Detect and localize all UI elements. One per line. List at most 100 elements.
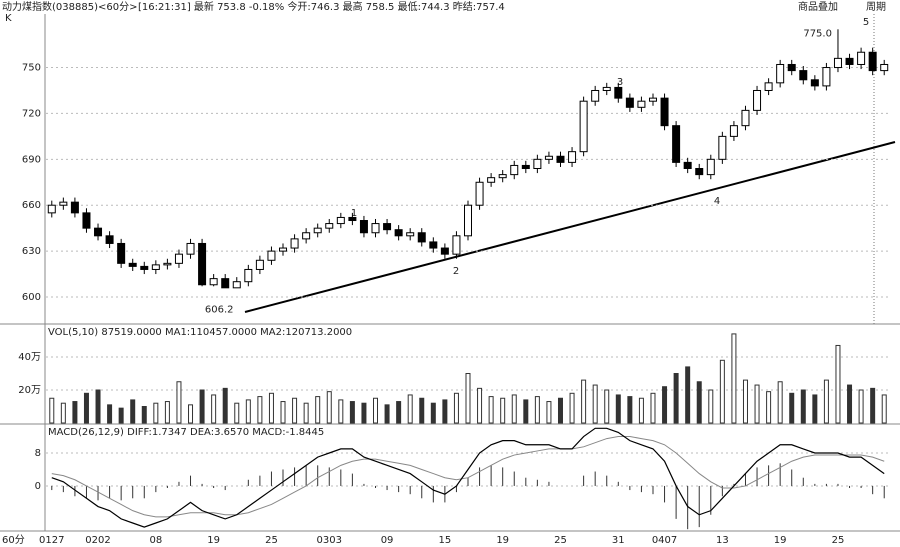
candle-body bbox=[279, 247, 288, 252]
x-tick-label: 0127 bbox=[39, 535, 64, 546]
macd-dea-line bbox=[51, 436, 885, 518]
y-tick-label: 0 bbox=[35, 481, 41, 492]
macd-legend: MACD(26,12,9) DIFF:1.7347 DEA:3.6570 MAC… bbox=[48, 427, 324, 438]
x-tick-label: 0202 bbox=[85, 535, 110, 546]
quote-line: [16:21:31] 最新 753.8 -0.18% 今开:746.3 最高 7… bbox=[138, 0, 505, 13]
volume-bar bbox=[754, 384, 760, 424]
candle-body bbox=[140, 265, 149, 270]
chart-title: 动力煤指数(038885)<60分> bbox=[2, 0, 137, 13]
candle-body bbox=[695, 168, 704, 176]
volume-bar bbox=[812, 394, 818, 424]
candle-body bbox=[718, 135, 727, 160]
volume-bar bbox=[60, 402, 66, 424]
volume-bar bbox=[257, 396, 263, 424]
volume-bar bbox=[419, 397, 425, 424]
candle-body bbox=[648, 97, 657, 102]
wave-label: 1 bbox=[351, 208, 357, 219]
volume-bar bbox=[569, 392, 575, 424]
price-axis-label: K bbox=[5, 13, 12, 24]
volume-bar bbox=[800, 389, 806, 424]
volume-bar bbox=[326, 391, 332, 424]
y-tick-label: 660 bbox=[22, 200, 41, 211]
volume-bar bbox=[72, 401, 78, 424]
candle-body bbox=[857, 51, 866, 65]
wave-label: 2 bbox=[453, 266, 459, 277]
volume-bar bbox=[870, 387, 876, 424]
volume-bar bbox=[696, 381, 702, 424]
volume-bar bbox=[373, 397, 379, 424]
candle-body bbox=[70, 201, 79, 214]
volume-bar bbox=[847, 384, 853, 424]
y-tick-label: 20万 bbox=[18, 385, 41, 396]
candle-body bbox=[614, 86, 623, 99]
candle-body bbox=[452, 235, 461, 255]
volume-bar bbox=[211, 394, 217, 424]
candle-body bbox=[660, 97, 669, 127]
candle-body bbox=[336, 216, 345, 225]
candle-body bbox=[579, 100, 588, 153]
candle-body bbox=[163, 262, 172, 266]
volume-bar bbox=[627, 396, 633, 424]
candle-body bbox=[706, 158, 715, 176]
volume-bar bbox=[673, 373, 679, 424]
x-tick-label: 13 bbox=[716, 535, 729, 546]
volume-bar bbox=[83, 392, 89, 424]
candle-body bbox=[255, 259, 264, 270]
x-tick-label: 19 bbox=[207, 535, 220, 546]
volume-bar bbox=[766, 391, 772, 424]
y-tick-label: 750 bbox=[22, 63, 41, 74]
volume-bar bbox=[488, 396, 494, 424]
volume-bar bbox=[650, 392, 656, 424]
candle-body bbox=[845, 57, 854, 65]
low-annotation: 606.2 bbox=[205, 305, 234, 316]
volume-bar bbox=[153, 402, 159, 424]
volume-bar bbox=[234, 402, 240, 424]
volume-bar bbox=[858, 389, 864, 424]
volume-bar bbox=[442, 399, 448, 424]
candle-body bbox=[498, 174, 507, 179]
candle-body bbox=[868, 51, 877, 72]
volume-bar bbox=[500, 397, 506, 424]
x-tick-label: 15 bbox=[439, 535, 452, 546]
candle-body bbox=[221, 278, 230, 289]
volume-bar bbox=[719, 359, 725, 424]
volume-bar bbox=[511, 394, 517, 424]
volume-bar bbox=[430, 402, 436, 424]
volume-bar bbox=[534, 396, 540, 424]
candle-body bbox=[764, 82, 773, 91]
volume-bar bbox=[592, 384, 598, 424]
candle-body bbox=[822, 67, 831, 87]
candle-body bbox=[290, 238, 299, 249]
y-tick-label: 600 bbox=[22, 292, 41, 303]
volume-bar bbox=[141, 406, 147, 424]
volume-bar bbox=[95, 389, 101, 424]
candle-body bbox=[383, 223, 392, 231]
volume-bar bbox=[789, 392, 795, 424]
volume-bar bbox=[835, 344, 841, 424]
candle-body bbox=[440, 247, 449, 255]
volume-bar bbox=[465, 373, 471, 424]
candle-body bbox=[348, 216, 357, 222]
volume-bar bbox=[546, 401, 552, 424]
candle-body bbox=[487, 177, 496, 183]
candle-body bbox=[464, 204, 472, 237]
volume-bar bbox=[731, 333, 737, 424]
candle-body bbox=[394, 229, 403, 237]
candle-body bbox=[267, 250, 276, 261]
volume-bar bbox=[777, 381, 783, 424]
candle-body bbox=[729, 125, 738, 137]
overlay-button[interactable]: 商品叠加 bbox=[798, 0, 838, 13]
candle-body bbox=[417, 232, 426, 243]
candle-body bbox=[683, 161, 692, 170]
volume-bar bbox=[604, 389, 610, 424]
candle-body bbox=[810, 79, 819, 87]
y-tick-label: 630 bbox=[22, 246, 41, 257]
volume-bar bbox=[303, 402, 309, 424]
candle-body bbox=[186, 242, 195, 255]
volume-bar bbox=[245, 399, 251, 424]
period-button[interactable]: 周期 bbox=[866, 1, 886, 13]
volume-bar bbox=[338, 399, 344, 424]
volume-bar bbox=[292, 397, 298, 424]
x-tick-label: 08 bbox=[149, 535, 162, 546]
volume-bar bbox=[557, 397, 563, 424]
